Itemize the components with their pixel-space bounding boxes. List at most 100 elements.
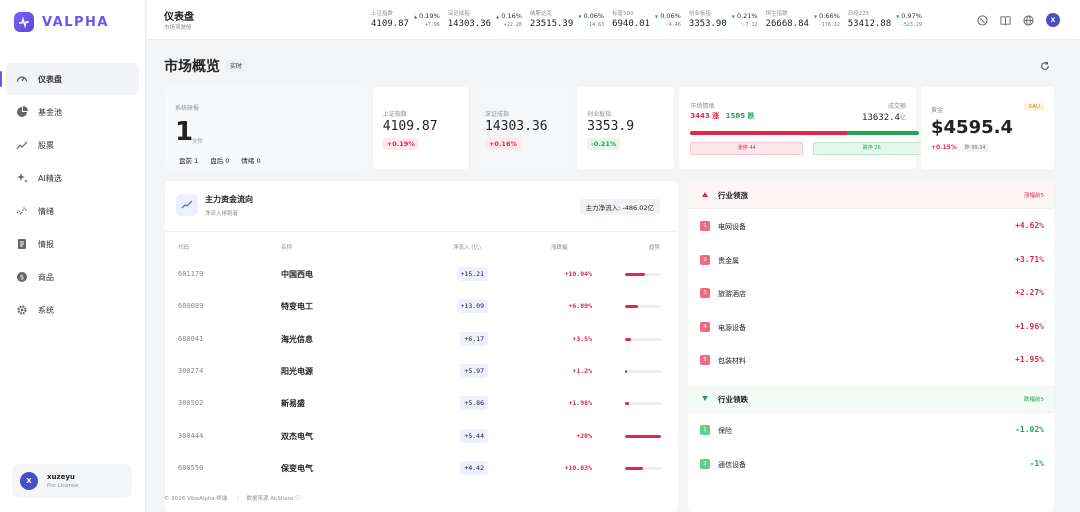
table-row[interactable]: 300274 阳光电源 +5.97 +1.2% — [165, 356, 678, 388]
user-card[interactable]: X xuzeyu Pro License — [12, 464, 132, 498]
ticker-item[interactable]: 深证成指 14303.36 ▲ 0.16% +22.28 — [448, 9, 522, 29]
industry-down-header[interactable]: 行业领跌 跌幅前5 — [688, 385, 1054, 413]
gold-card[interactable]: 黄金 XAU $4595.4 +0.15% 昨 99.34 — [921, 87, 1054, 169]
stock-name: 特变电工 — [281, 302, 313, 312]
column-header[interactable]: 净流入 (亿) — [453, 245, 482, 251]
header-avatar[interactable]: X — [1046, 13, 1060, 27]
change-pct: +10.03% — [564, 463, 592, 472]
column-header[interactable]: 趋势 — [649, 245, 661, 251]
decliners-count: 1585 跌 — [725, 112, 755, 120]
market-sentiment-card[interactable]: 市场情绪 3443 涨 1585 跌 成交额 13632.4亿 涨停 44 跌停… — [679, 87, 931, 169]
ticker-value: 3353.90 — [688, 19, 727, 29]
book-icon[interactable] — [1000, 15, 1011, 26]
industry-row[interactable]: 2 通信设备 -1% — [688, 447, 1054, 481]
industry-change: -1% — [1029, 458, 1044, 468]
gauge-icon — [16, 76, 28, 82]
index-value: 4109.87 — [382, 119, 438, 134]
trend-bar-fill — [625, 273, 645, 276]
index-name: 创业板指 — [587, 111, 612, 118]
net-inflow: +5.97 — [460, 363, 488, 378]
industry-change: -1.02% — [1015, 425, 1044, 434]
change-pct: +20% — [576, 431, 592, 440]
industry-change: +2.27% — [1015, 288, 1044, 297]
user-plan: Pro License — [47, 483, 79, 489]
industry-name: 旅游酒店 — [718, 290, 746, 298]
rank-badge: 3 — [700, 288, 710, 298]
sidebar-item-stocks[interactable]: 股票 — [6, 129, 139, 161]
industry-row[interactable]: 1 电网设备 +4.62% — [688, 209, 1054, 243]
ticker-item[interactable]: 标普500 6940.01 ▼ 0.06% -4.46 — [612, 9, 681, 29]
ticker-name: 恒生指数 — [765, 11, 788, 17]
stock-code: 300274 — [178, 366, 204, 375]
ticker-name: 深证成指 — [447, 11, 470, 17]
ticker-item[interactable]: 恒生指数 26668.84 ▼ 0.66% -176.12 — [766, 9, 840, 29]
column-header[interactable]: 名称 — [281, 245, 293, 251]
industry-row[interactable]: 3 旅游酒店 +2.27% — [688, 276, 1054, 310]
sidebar-item-intel[interactable]: 情报 — [6, 228, 139, 260]
trend-bar-fill — [625, 402, 629, 406]
refresh-icon[interactable] — [1040, 61, 1050, 71]
trend-chart-icon — [176, 194, 198, 216]
activity-icon — [16, 206, 28, 216]
industry-up-title: 行业领涨 — [718, 191, 748, 200]
industry-change: +1.96% — [1015, 321, 1044, 331]
index-card-sh[interactable]: 上证指数 4109.87 +0.19% — [372, 87, 470, 169]
net-inflow: +5.44 — [460, 428, 488, 443]
sidebar-item-sentiment[interactable]: 情绪 — [6, 195, 139, 227]
gear-icon — [17, 305, 27, 315]
industry-row[interactable]: 1 保险 -1.02% — [688, 413, 1054, 447]
sidebar-item-commodities[interactable]: $ 商品 — [6, 261, 139, 293]
sidebar-item-fund-pool[interactable]: 基金池 — [6, 96, 139, 128]
industry-down-title: 行业领跌 — [718, 395, 748, 404]
caret-down-icon — [702, 396, 708, 401]
arrow-down-icon: ▼ — [731, 14, 735, 19]
stock-code: 600550 — [178, 463, 204, 472]
industry-row[interactable]: 5 包装材料 +1.95% — [688, 343, 1054, 377]
table-row[interactable]: 688041 海光信息 +6.17 +3.5% — [165, 324, 678, 356]
sidebar-item-dashboard[interactable]: 仪表盘 — [0, 63, 139, 95]
sidebar-item-ai-picks[interactable]: AI精选 — [6, 162, 139, 194]
net-inflow: +5.86 — [460, 396, 488, 411]
table-header: 代码 名称 净流入 (亿) 涨跌幅 趋势 — [165, 231, 678, 259]
index-card-sz[interactable]: 深证成指 14303.36 +0.16% — [474, 87, 573, 169]
industry-up-header[interactable]: 行业领涨 涨幅前5 — [688, 181, 1054, 209]
table-row[interactable]: 300444 双杰电气 +5.44 +20% — [165, 421, 678, 453]
language-icon[interactable] — [1023, 14, 1034, 26]
brand-logo[interactable]: VALPHA — [14, 12, 109, 32]
index-card-cyb[interactable]: 创业板指 3353.9 -0.21% — [577, 87, 675, 169]
ticker-item[interactable]: 创业板指 3353.90 ▼ 0.21% -7.12 — [689, 9, 758, 29]
globe-theme-icon[interactable] — [977, 14, 988, 26]
ticker-name: 纳斯达克 — [529, 11, 552, 17]
sidebar-item-system[interactable]: 系统 — [6, 294, 139, 326]
table-row[interactable]: 300502 新易盛 +5.86 +1.98% — [165, 388, 678, 420]
ticker-item[interactable]: 纳斯达克 23515.39 ▼ 0.06% -14.63 — [530, 9, 604, 29]
pie-chart-icon — [17, 106, 28, 117]
industry-name: 电网设备 — [718, 223, 746, 231]
change-pct: +1.98% — [568, 399, 592, 408]
table-row[interactable]: 601179 中国西电 +15.21 +10.04% — [165, 259, 678, 291]
sidebar-item-label: 基金池 — [38, 107, 62, 117]
flow-title: 主力资金流向 — [205, 195, 253, 204]
gold-change: +0.15% — [931, 144, 957, 151]
ticker-change: -14.63 — [586, 22, 605, 28]
trend-bar-fill — [625, 305, 638, 309]
sidebar-item-label: 情绪 — [38, 206, 54, 216]
change-pct: +6.89% — [568, 302, 592, 311]
system-report-card[interactable]: 系统研报 1 文件 盘前 1 盘后 0 情绪 0 — [165, 87, 368, 169]
index-value: 3353.9 — [587, 119, 635, 134]
table-row[interactable]: 600089 特变电工 +13.09 +6.89% — [165, 291, 678, 323]
column-header[interactable]: 涨跌幅 — [551, 245, 568, 251]
ticker-item[interactable]: 日经225 53412.88 ▼ 0.97% -523.29 — [848, 9, 922, 29]
ticker-pct: 0.16% — [501, 12, 522, 20]
stock-code: 300502 — [178, 399, 204, 408]
industry-up-note: 涨幅前5 — [1024, 193, 1044, 199]
industry-change: +3.71% — [1015, 254, 1044, 264]
column-header[interactable]: 代码 — [178, 245, 190, 251]
gold-label: 黄金 — [931, 107, 944, 114]
data-source-link[interactable]: 数据来源 AkShare ⓘ — [246, 496, 301, 502]
table-row[interactable]: 600550 保变电气 +4.42 +10.03% — [165, 453, 678, 485]
industry-row[interactable]: 4 电源设备 +1.96% — [688, 310, 1054, 344]
ticker-item[interactable]: 上证指数 4109.87 ▲ 0.19% +7.96 — [371, 9, 440, 29]
industry-row[interactable]: 2 贵金属 +3.71% — [688, 243, 1054, 277]
arrow-up-icon: ▲ — [413, 14, 418, 19]
